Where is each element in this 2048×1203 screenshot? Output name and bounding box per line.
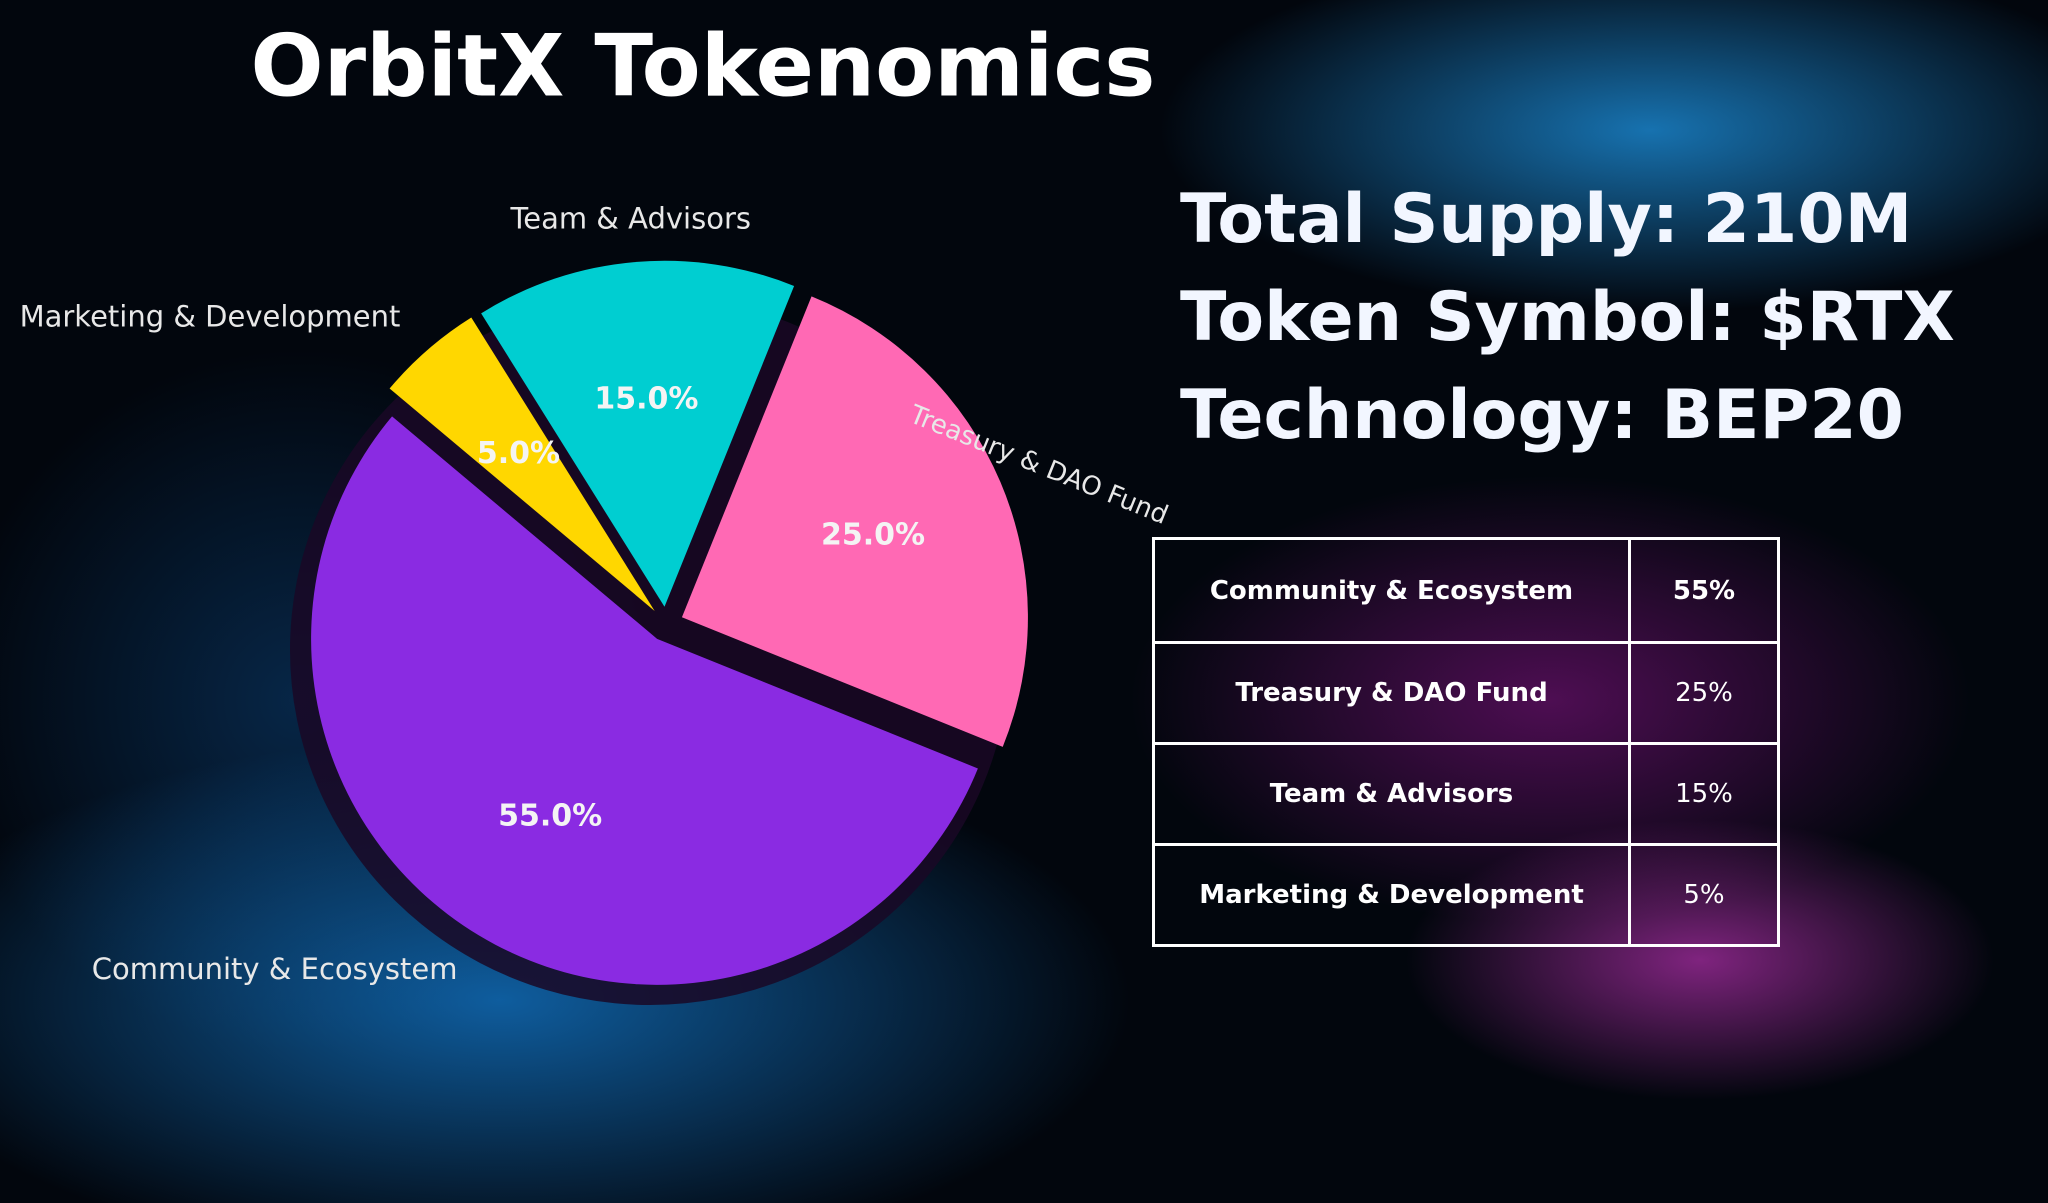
table-cell: 25% — [1675, 678, 1733, 708]
slice-value-label: 55.0% — [498, 798, 602, 833]
slice-category-label: Marketing & Development — [20, 299, 401, 333]
info-line: Total Supply: 210M — [1180, 180, 1913, 259]
info-line: Technology: BEP20 — [1180, 376, 1904, 455]
table-cell: Team & Advisors — [1155, 745, 1631, 843]
table-cell: 5% — [1683, 880, 1725, 910]
slice-category-label: Community & Ecosystem — [92, 952, 458, 986]
table-row: Team & Advisors 15% — [1155, 742, 1777, 843]
table-cell: 55% — [1672, 575, 1736, 606]
chart-title: OrbitX Tokenomics — [250, 16, 1155, 116]
table-cell: Treasury & DAO Fund — [1155, 644, 1631, 742]
pie-slice — [311, 416, 978, 985]
table-cell: 15% — [1675, 779, 1733, 809]
table-row: Community & Ecosystem 55% — [1155, 540, 1777, 641]
table-cell: Marketing & Development — [1155, 846, 1631, 944]
table-cell: Community & Ecosystem — [1155, 540, 1631, 641]
pie-slice — [481, 260, 795, 607]
table-row: Treasury & DAO Fund 25% — [1155, 641, 1777, 742]
pie-slice — [681, 296, 1028, 747]
table-row: Marketing & Development 5% — [1155, 843, 1777, 944]
slice-category-label: Team & Advisors — [509, 202, 751, 236]
info-line: Token Symbol: $RTX — [1180, 278, 1955, 357]
slice-value-label: 15.0% — [594, 381, 698, 416]
slice-value-label: 5.0% — [477, 436, 560, 471]
allocation-table: Community & Ecosystem 55% Treasury & DAO F… — [1152, 537, 1780, 947]
slice-value-label: 25.0% — [821, 518, 925, 553]
pie-slice — [389, 317, 655, 611]
